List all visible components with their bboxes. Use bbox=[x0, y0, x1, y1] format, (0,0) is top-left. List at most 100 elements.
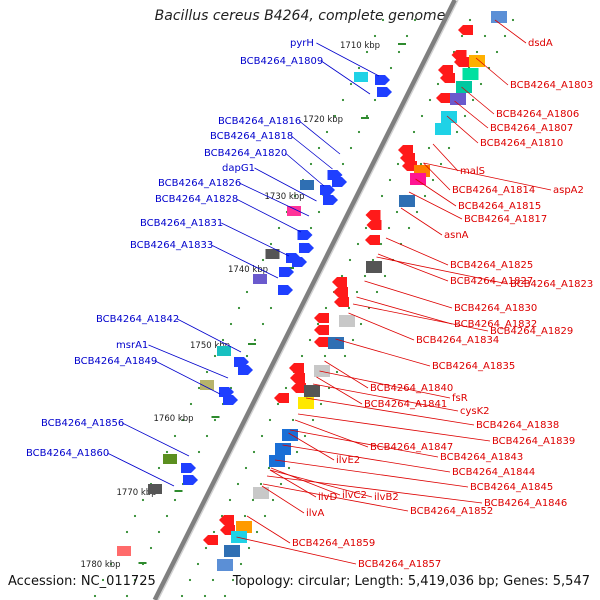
forward-gene-label: pyrH bbox=[290, 38, 314, 49]
reverse-gene-arrow bbox=[290, 373, 305, 383]
accession-text: Accession: NC_011725 bbox=[8, 574, 156, 589]
track-dot bbox=[447, 146, 451, 150]
forward-gene-arrow bbox=[377, 87, 392, 97]
track-dot bbox=[300, 354, 304, 358]
reverse-gene-label: fsR bbox=[452, 393, 468, 404]
reverse-gene-block bbox=[410, 173, 426, 185]
reverse-gene-label: ilvE2 bbox=[336, 455, 360, 466]
track-dot bbox=[260, 434, 264, 438]
reverse-gene-arrow bbox=[333, 287, 348, 297]
reverse-gene-block bbox=[450, 93, 466, 105]
forward-gene-label: BCB4264_A1831 bbox=[140, 218, 223, 229]
track-dot bbox=[347, 306, 351, 310]
forward-gene-arrow bbox=[219, 387, 234, 397]
scale-tick-label: 1770 kbp bbox=[117, 488, 157, 498]
track-dot bbox=[316, 322, 320, 326]
track-dot bbox=[471, 98, 475, 102]
forward-gene-block bbox=[300, 180, 314, 190]
forward-leader-line bbox=[239, 182, 310, 217]
reverse-gene-label: BCB4264_A1840 bbox=[370, 383, 453, 394]
forward-gene-block bbox=[354, 72, 368, 82]
track-dot bbox=[165, 514, 169, 518]
forward-gene-block bbox=[117, 546, 131, 556]
genome-backbone-shadow bbox=[157, 0, 459, 600]
track-dot bbox=[133, 514, 137, 518]
track-dot bbox=[173, 434, 177, 438]
forward-gene-label: BCB4264_A1816 bbox=[218, 116, 301, 127]
forward-gene-arrow bbox=[297, 230, 313, 240]
reverse-gene-label: BCB4264_A1825 bbox=[450, 260, 533, 271]
track-dot bbox=[357, 130, 361, 134]
forward-gene-arrow bbox=[375, 75, 390, 85]
reverse-leader-line bbox=[297, 413, 491, 442]
reverse-gene-arrow bbox=[440, 73, 455, 83]
forward-leader-line bbox=[221, 222, 290, 257]
reverse-gene-block bbox=[253, 487, 269, 499]
reverse-gene-label: BCB4264_A1838 bbox=[476, 420, 559, 431]
track-dot bbox=[205, 370, 209, 374]
track-dot bbox=[165, 450, 169, 454]
scale-tick-label: 1760 kbp bbox=[154, 414, 194, 424]
reverse-gene-label: cysK2 bbox=[460, 406, 490, 417]
reverse-gene-arrow bbox=[365, 235, 380, 245]
reverse-leader-line bbox=[408, 191, 463, 220]
forward-gene-label: BCB4264_A1849 bbox=[74, 356, 157, 367]
forward-gene-arrow bbox=[183, 475, 198, 485]
reverse-gene-label: BCB4264_A1830 bbox=[454, 303, 537, 314]
reverse-gene-block bbox=[441, 111, 457, 123]
reverse-gene-label: BCB4264_A1852 bbox=[410, 506, 493, 517]
forward-leader-line bbox=[107, 452, 175, 487]
track-dot bbox=[197, 386, 201, 390]
reverse-gene-arrow bbox=[334, 297, 349, 307]
reverse-leader-line bbox=[236, 536, 357, 565]
track-dot bbox=[245, 290, 249, 294]
forward-gene-label: BCB4264_A1833 bbox=[130, 240, 213, 251]
track-dot bbox=[295, 450, 299, 454]
track-dot bbox=[349, 82, 353, 86]
track-dot bbox=[428, 98, 432, 102]
reverse-gene-label: asnA bbox=[444, 230, 469, 241]
reverse-gene-arrow bbox=[398, 145, 413, 155]
track-dot bbox=[413, 18, 417, 22]
reverse-leader-line bbox=[319, 370, 451, 399]
track-dot bbox=[365, 50, 369, 54]
reverse-gene-arrow bbox=[436, 93, 451, 103]
track-dot bbox=[284, 386, 288, 390]
track-dot bbox=[149, 546, 153, 550]
genome-backbone bbox=[152, 0, 458, 600]
reverse-leader-line bbox=[312, 383, 459, 412]
forward-gene-block bbox=[200, 380, 214, 390]
track-dot bbox=[181, 418, 185, 422]
reverse-gene-block bbox=[298, 397, 314, 409]
reverse-leader-line bbox=[454, 100, 489, 129]
track-dot bbox=[252, 450, 256, 454]
track-dot bbox=[396, 162, 400, 166]
forward-leader-line bbox=[148, 344, 229, 379]
track-dot bbox=[205, 434, 209, 438]
track-dot bbox=[503, 34, 507, 38]
track-dot bbox=[311, 418, 315, 422]
reverse-leader-line bbox=[352, 303, 489, 332]
reverse-gene-label: BCB4264_A1823 bbox=[510, 279, 593, 290]
reverse-gene-label: BCB4264_A1835 bbox=[432, 361, 515, 372]
track-dot bbox=[203, 594, 207, 598]
track-dot bbox=[405, 34, 409, 38]
reverse-gene-block bbox=[269, 455, 285, 467]
reverse-gene-label: BCB4264_A1806 bbox=[496, 109, 579, 120]
track-dot bbox=[251, 498, 255, 502]
track-dot bbox=[349, 146, 353, 150]
scale-tick-label: 1710 kbp bbox=[340, 41, 380, 51]
track-dot bbox=[188, 578, 192, 582]
forward-gene-label: BCB4264_A1842 bbox=[96, 314, 179, 325]
track-dot bbox=[269, 242, 273, 246]
track-dot bbox=[237, 306, 241, 310]
track-dot bbox=[317, 146, 321, 150]
forward-leader-line bbox=[177, 318, 242, 353]
track-dot bbox=[133, 578, 137, 582]
forward-leader-line bbox=[211, 244, 279, 279]
reverse-gene-label: BCB4264_A1803 bbox=[510, 80, 593, 91]
track-dot bbox=[109, 562, 113, 566]
reverse-gene-block bbox=[469, 55, 485, 67]
track-dot bbox=[335, 370, 339, 374]
track-dot bbox=[255, 530, 259, 534]
